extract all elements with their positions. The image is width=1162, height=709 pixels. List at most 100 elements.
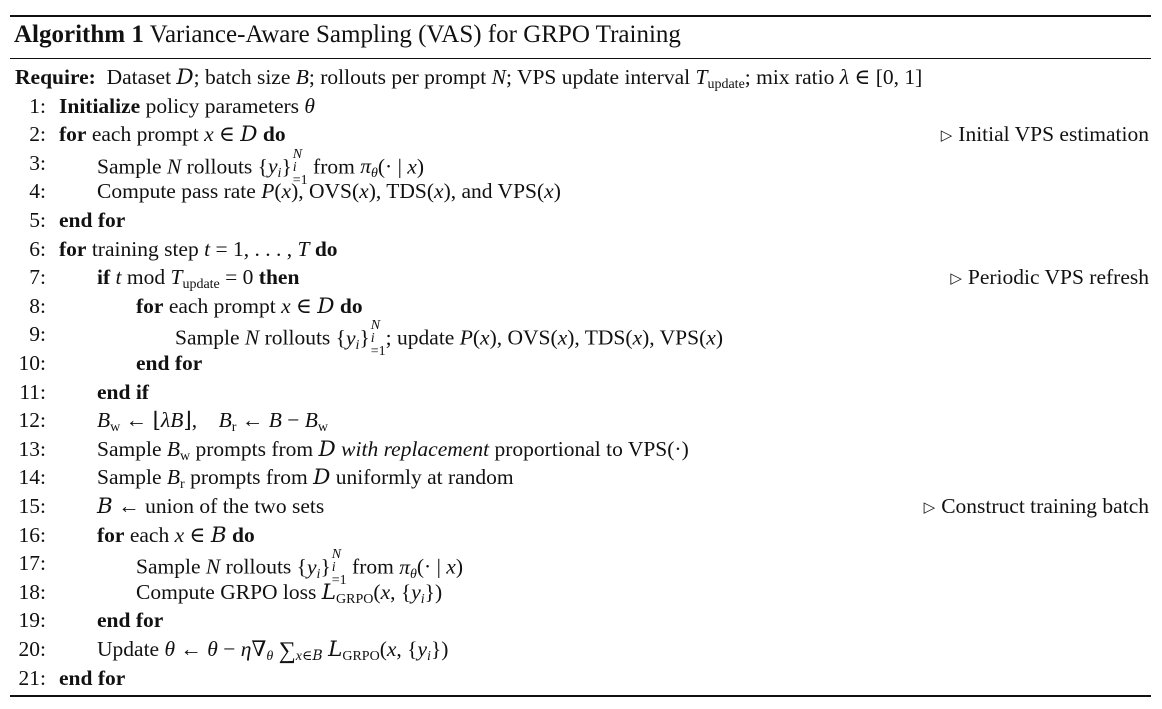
line-text: , and (450, 179, 498, 204)
line-text: VPS (659, 325, 700, 350)
keyword: for (59, 236, 87, 261)
keyword: end for (136, 351, 203, 375)
algo-line-18: 18: Compute GRPO loss LGRPO(x, {yi}) (18, 579, 443, 607)
line-number: 3: (29, 150, 46, 175)
line-text: each prompt (86, 122, 205, 147)
algo-line-8: 8: for each prompt x ∈ D do (29, 293, 363, 319)
line-number: 2: (29, 122, 46, 147)
line-text: prompts from (184, 465, 314, 490)
line-number: 13: (18, 436, 46, 461)
keyword: do (309, 236, 338, 261)
line-number: 15: (18, 494, 46, 518)
line-text: rollouts (259, 325, 336, 350)
line-text: policy parameters (140, 93, 305, 118)
algo-line-19: 19: end for (0, 606, 1162, 635)
line-text: rollouts (181, 154, 258, 179)
line-text: proportional to (489, 436, 628, 461)
keyword: end for (97, 608, 164, 633)
line-number: 9: (29, 322, 46, 347)
comment: ▷ Construct training batch (924, 492, 1149, 524)
algo-line-16: 16: for each x ∈ B do (18, 522, 255, 548)
top-rule (10, 15, 1151, 17)
line-text: rollouts (220, 554, 297, 579)
line-number: 10: (18, 351, 46, 375)
line-number: 7: (29, 265, 46, 290)
line-number: 6: (29, 236, 46, 261)
keyword: end if (97, 379, 149, 404)
require-text: ; mix ratio (744, 65, 840, 89)
algo-line-20: 20: Update θ ← θ − η∇θ ∑x∈B LGRPO(x, {yi… (18, 637, 449, 664)
keyword: for (97, 522, 125, 547)
require-text: ; batch size (193, 65, 296, 89)
line-text: uniformly at random (330, 465, 514, 490)
keyword: end for (59, 665, 126, 690)
comment: ▷ Periodic VPS refresh (950, 263, 1149, 295)
line-text: ; update (385, 325, 460, 350)
algo-line-4: 4: Compute pass rate P(x), OVS(x), TDS(x… (0, 177, 1162, 206)
require-label: Require: (15, 65, 96, 89)
header-rule (10, 58, 1151, 59)
line-text: TDS (386, 179, 427, 204)
line-text: training step (86, 236, 205, 261)
line-text: OVS (308, 179, 352, 204)
require-text: ; VPS update interval (505, 65, 696, 89)
line-text: VPS (627, 436, 668, 461)
algo-line-14: 14: Sample Br prompts from D uniformly a… (18, 465, 514, 493)
line-text: from (313, 154, 361, 179)
line-text: Compute pass rate (97, 179, 262, 204)
line-number: 4: (29, 179, 46, 204)
line-number: 12: (18, 408, 46, 433)
line-text: Sample (136, 554, 206, 579)
line-number: 17: (18, 551, 46, 576)
keyword: if (97, 265, 111, 290)
keyword: then (253, 265, 300, 290)
line-text: from (352, 554, 400, 579)
line-number: 18: (18, 579, 46, 604)
line-number: 20: (18, 637, 46, 661)
line-text: VPS (497, 179, 537, 204)
algo-line-15: 15: B ← union of the two sets ▷ Construct… (0, 492, 1162, 521)
comment-text: Periodic VPS refresh (967, 265, 1149, 290)
algo-line-10: 10: end for (0, 349, 1162, 378)
line-text: Compute GRPO loss (136, 579, 322, 604)
triangle-icon: ▷ (923, 500, 936, 516)
algorithm-label: Algorithm 1 (14, 21, 144, 48)
line-text: Sample (97, 436, 167, 461)
line-number: 8: (29, 293, 46, 318)
algo-line-6: 6: for training step t = 1, . . . , T do (0, 235, 1162, 264)
algorithm-name: Variance-Aware Sampling (VAS) for GRPO T… (149, 21, 681, 48)
line-text: Update (97, 637, 165, 661)
triangle-icon: ▷ (950, 271, 962, 288)
require-text: ; rollouts per prompt (308, 65, 492, 89)
algo-line-2: 2: for each prompt x ∈ D do ▷ Initial VPS… (0, 120, 1162, 149)
keyword: do (257, 122, 286, 147)
line-text: OVS (507, 325, 551, 350)
algo-line-7: 7: if t mod Tupdate = 0 then ▷ Periodic V… (0, 263, 1162, 292)
algo-line-13: 13: Sample Bw prompts from D with replac… (18, 436, 689, 464)
line-number: 11: (19, 379, 46, 404)
algo-line-12: 12: Bw ← ⌊λB⌋, Br ← B − Bw (18, 408, 328, 436)
algorithm-title: Algorithm 1 Variance-Aware Sampling (VAS… (14, 18, 681, 52)
line-text: each (124, 522, 175, 547)
keyword: do (334, 293, 363, 318)
algo-line-21: 21: end for (0, 664, 1162, 693)
keyword: end for (59, 208, 126, 232)
line-number: 21: (18, 665, 46, 690)
line-text: prompts from (190, 436, 319, 461)
line-number: 5: (29, 208, 46, 232)
line-number: 1: (29, 93, 46, 118)
keyword: do (226, 522, 255, 547)
keyword: for (59, 122, 87, 147)
line-number: 16: (18, 522, 46, 547)
comment-text: Construct training batch (941, 494, 1149, 518)
line-number: 19: (18, 608, 46, 633)
algo-line-1: 1: Initialize policy parameters θ (0, 92, 1162, 121)
line-text: each prompt (163, 293, 282, 318)
line-text: Sample (97, 154, 167, 179)
line-number: 14: (18, 465, 46, 490)
bottom-rule (10, 695, 1151, 697)
line-text: Sample (175, 325, 245, 350)
